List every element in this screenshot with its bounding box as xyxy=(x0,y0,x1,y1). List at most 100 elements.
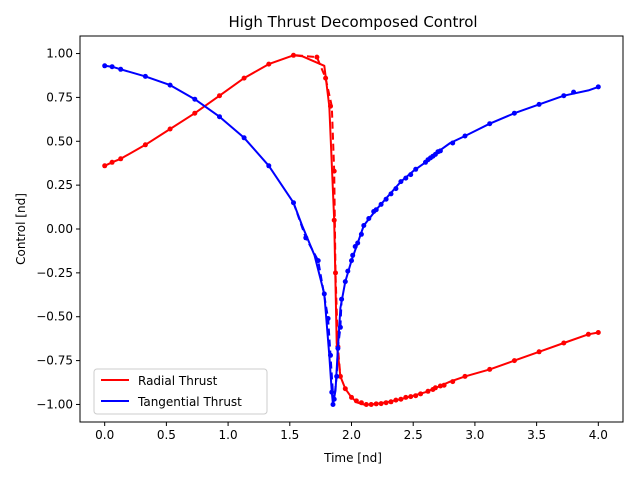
data-point-tangential-thrust xyxy=(337,324,343,330)
data-point-tangential-thrust xyxy=(331,396,337,402)
data-point-tangential-thrust xyxy=(388,191,394,197)
data-point-radial-thrust xyxy=(432,385,438,391)
data-point-tangential-thrust xyxy=(403,175,409,181)
y-tick-label: −0.25 xyxy=(36,266,73,280)
data-point-tangential-thrust xyxy=(102,63,108,69)
data-point-tangential-thrust xyxy=(462,133,468,139)
data-point-tangential-thrust xyxy=(334,373,340,379)
data-point-radial-thrust xyxy=(102,163,108,169)
data-point-tangential-thrust xyxy=(398,179,404,185)
data-point-tangential-thrust xyxy=(595,84,601,90)
data-point-radial-thrust xyxy=(118,156,124,162)
data-point-tangential-thrust xyxy=(325,316,331,321)
data-point-tangential-thrust xyxy=(350,252,356,258)
data-point-radial-thrust xyxy=(358,400,364,406)
data-point-radial-thrust xyxy=(349,394,354,400)
data-point-tangential-thrust xyxy=(561,93,567,99)
legend: Radial Thrust Tangential Thrust xyxy=(93,368,268,415)
data-point-radial-thrust xyxy=(413,393,419,399)
data-point-radial-thrust xyxy=(418,391,424,397)
data-point-radial-thrust xyxy=(398,396,404,402)
data-point-radial-thrust xyxy=(368,402,374,407)
data-point-radial-thrust xyxy=(109,159,115,165)
data-point-tangential-thrust xyxy=(328,352,333,358)
data-point-tangential-thrust xyxy=(437,148,443,154)
data-point-radial-thrust xyxy=(595,330,601,335)
data-point-radial-thrust xyxy=(536,349,542,355)
x-tick-label: 1.0 xyxy=(219,428,238,442)
data-point-radial-thrust xyxy=(342,386,348,392)
data-point-radial-thrust xyxy=(291,52,296,58)
y-tick-label: −0.50 xyxy=(36,310,73,324)
data-point-tangential-thrust xyxy=(487,121,493,127)
data-point-tangential-thrust xyxy=(142,73,148,79)
data-point-radial-thrust xyxy=(217,93,222,99)
data-point-radial-thrust xyxy=(331,168,337,174)
data-point-radial-thrust xyxy=(363,402,369,407)
x-tick-label: 2.5 xyxy=(404,428,423,442)
data-point-radial-thrust xyxy=(378,401,384,407)
data-point-radial-thrust xyxy=(353,398,359,404)
data-point-radial-thrust xyxy=(373,401,379,407)
x-tick-label: 0.0 xyxy=(95,428,114,442)
data-point-tangential-thrust xyxy=(358,231,364,237)
y-tick-label: 1.00 xyxy=(46,47,73,61)
data-point-radial-thrust xyxy=(393,397,399,403)
data-point-radial-thrust xyxy=(328,103,333,109)
data-point-tangential-thrust xyxy=(321,291,327,297)
data-point-radial-thrust xyxy=(333,270,338,276)
data-point-tangential-thrust xyxy=(408,172,414,178)
data-point-tangential-thrust xyxy=(329,389,335,395)
data-point-radial-thrust xyxy=(266,61,272,67)
x-tick-label: 4.0 xyxy=(589,428,608,442)
data-point-radial-thrust xyxy=(585,331,591,337)
data-point-radial-thrust xyxy=(408,394,414,400)
data-point-tangential-thrust xyxy=(355,240,361,246)
data-point-radial-thrust xyxy=(425,388,431,394)
data-point-tangential-thrust xyxy=(335,345,341,351)
data-point-radial-thrust xyxy=(487,366,493,372)
legend-label-radial-thrust: Radial Thrust xyxy=(138,374,218,388)
legend-frame xyxy=(93,368,268,415)
data-point-tangential-thrust xyxy=(571,89,577,95)
data-point-tangential-thrust xyxy=(366,216,372,221)
data-point-radial-thrust xyxy=(403,394,409,400)
data-point-radial-thrust xyxy=(511,358,517,364)
data-point-radial-thrust xyxy=(142,142,148,148)
data-point-radial-thrust xyxy=(192,110,198,116)
y-axis-label: Control [nd] xyxy=(14,193,28,265)
x-tick-label: 3.5 xyxy=(527,428,546,442)
x-tick-label: 2.0 xyxy=(342,428,361,442)
x-tick-label: 1.5 xyxy=(280,428,299,442)
data-point-tangential-thrust xyxy=(241,135,247,141)
x-tick-label: 3.0 xyxy=(465,428,484,442)
chart-title: High Thrust Decomposed Control xyxy=(228,13,477,31)
data-point-tangential-thrust xyxy=(217,114,222,120)
data-point-tangential-thrust xyxy=(192,96,198,102)
data-point-tangential-thrust xyxy=(303,235,309,241)
data-point-tangential-thrust xyxy=(167,82,173,88)
data-point-tangential-thrust xyxy=(393,186,399,192)
data-point-tangential-thrust xyxy=(330,402,336,407)
data-point-radial-thrust xyxy=(383,400,389,406)
data-point-tangential-thrust xyxy=(413,166,419,172)
data-point-tangential-thrust xyxy=(536,101,542,107)
data-point-tangential-thrust xyxy=(352,244,358,249)
axes: 0.0 0.5 1.0 1.5 2.0 2.5 3.0 3.5 4.0 1.00 0.75 0.50 0… xyxy=(36,35,624,442)
x-axis-label: Time [nd] xyxy=(323,451,382,465)
data-point-tangential-thrust xyxy=(383,196,389,202)
data-point-tangential-thrust xyxy=(109,64,115,70)
data-point-radial-thrust xyxy=(323,75,329,81)
data-point-tangential-thrust xyxy=(339,296,345,302)
data-point-radial-thrust xyxy=(337,373,343,379)
data-point-tangential-thrust xyxy=(291,200,296,206)
data-point-radial-thrust xyxy=(441,382,447,388)
data-point-radial-thrust xyxy=(167,126,173,132)
data-point-tangential-thrust xyxy=(349,258,354,264)
data-point-tangential-thrust xyxy=(118,66,124,72)
data-point-tangential-thrust xyxy=(342,279,348,285)
y-tick-label: 0.75 xyxy=(46,90,73,104)
y-tick-label: −1.00 xyxy=(36,397,73,411)
data-point-tangential-thrust xyxy=(450,140,456,146)
y-tick-label: 0.00 xyxy=(46,222,73,236)
